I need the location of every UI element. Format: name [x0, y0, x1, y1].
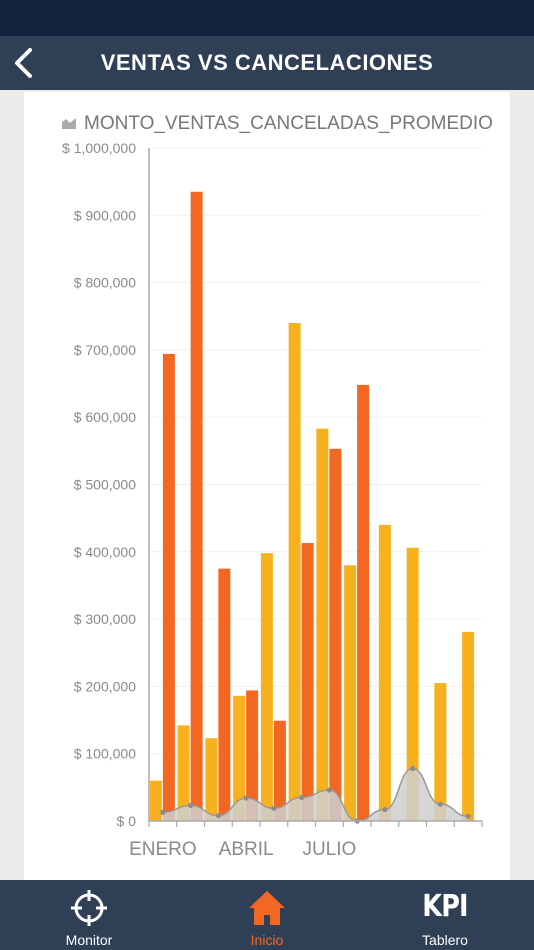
- tab-inicio[interactable]: Inicio: [178, 880, 356, 950]
- bar: [162, 353, 175, 821]
- bar: [233, 695, 246, 821]
- y-tick-label: $ 800,000: [74, 275, 136, 291]
- kpi-icon: KPI: [422, 889, 468, 924]
- bar: [190, 191, 203, 821]
- tab-tablero[interactable]: KPI Tablero: [356, 880, 534, 950]
- y-tick-label: $ 600,000: [74, 409, 136, 425]
- bar: [301, 543, 314, 821]
- bar: [149, 780, 162, 821]
- bar: [329, 448, 342, 821]
- data-point: [326, 787, 332, 793]
- home-icon: [249, 891, 285, 925]
- crosshair-target-icon: [71, 890, 107, 926]
- tab-label: Monitor: [65, 932, 113, 948]
- bar: [316, 428, 329, 821]
- data-point: [465, 813, 471, 819]
- chart-card: MONTO_VENTAS_CANCELADAS_PROMEDIO $ 0 $ 100…: [24, 92, 510, 882]
- page-title: VENTAS VS CANCELACIONES: [100, 50, 434, 75]
- tab-label: Tablero: [422, 932, 468, 948]
- bar: [218, 568, 231, 821]
- y-tick-label: $ 0: [117, 813, 137, 829]
- data-point: [271, 805, 277, 811]
- chevron-left-icon[interactable]: [6, 43, 46, 83]
- y-tick-label: $ 400,000: [74, 544, 136, 560]
- bar: [288, 322, 301, 821]
- bar: [260, 553, 273, 821]
- data-point: [437, 801, 443, 807]
- x-tick-label: ABRIL: [219, 839, 274, 860]
- bar: [357, 384, 370, 821]
- legend-area-icon: [62, 118, 76, 129]
- area-series: [162, 768, 469, 821]
- y-tick-label: $ 100,000: [74, 746, 136, 762]
- y-tick-label: $ 200,000: [74, 678, 136, 694]
- tab-monitor[interactable]: Monitor: [0, 880, 178, 950]
- data-point: [215, 813, 221, 819]
- bar: [344, 565, 357, 821]
- data-point: [160, 809, 166, 815]
- y-tick-label: $ 700,000: [74, 342, 136, 358]
- data-point: [382, 806, 388, 813]
- legend-label: MONTO_VENTAS_CANCELADAS_PROMEDIO: [84, 113, 493, 134]
- x-tick-label: ENERO: [129, 839, 197, 860]
- status-bar: [0, 0, 534, 36]
- bar: [205, 738, 218, 821]
- data-point: [243, 795, 249, 801]
- data-point: [188, 802, 194, 809]
- x-tick-label: JULIO: [302, 839, 356, 860]
- bar: [177, 725, 190, 821]
- nav-bar: VENTAS VS CANCELACIONES: [0, 36, 534, 90]
- bar: [406, 547, 419, 821]
- data-point: [410, 765, 416, 772]
- y-tick-label: $ 500,000: [74, 477, 136, 493]
- data-point: [299, 794, 305, 801]
- bar: [273, 720, 286, 821]
- tab-bar: Monitor Inicio KPI Tablero: [0, 880, 534, 950]
- bar: [246, 690, 259, 821]
- tab-label: Inicio: [250, 932, 284, 948]
- bar: [462, 631, 475, 821]
- chart: MONTO_VENTAS_CANCELADAS_PROMEDIO $ 0 $ 100…: [62, 113, 493, 860]
- y-tick-label: $ 900,000: [74, 207, 136, 223]
- y-tick-label: $ 300,000: [74, 611, 136, 627]
- y-tick-label: $ 1,000,000: [62, 140, 136, 156]
- bar: [434, 683, 447, 821]
- bar: [378, 524, 391, 821]
